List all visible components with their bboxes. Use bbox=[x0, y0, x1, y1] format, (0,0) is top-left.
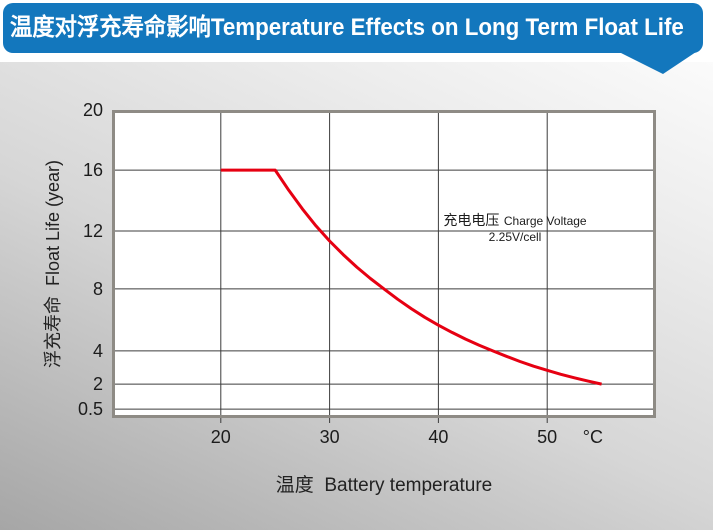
y-tick-label: 12 bbox=[82, 221, 103, 242]
y-tick-label: 20 bbox=[82, 100, 103, 120]
y-axis-title: 浮充寿命 Float Life (year) bbox=[43, 159, 63, 369]
x-tick-label: 40 bbox=[428, 427, 449, 447]
plot-area bbox=[112, 110, 656, 423]
x-tick-marks bbox=[220, 418, 548, 423]
x-tick-label: 50 bbox=[537, 427, 558, 447]
x-tick-label: 30 bbox=[319, 427, 340, 447]
x-tick-label: 20 bbox=[210, 427, 231, 447]
page-title: 温度对浮充寿命影响Temperature Effects on Long Ter… bbox=[10, 14, 684, 41]
charge-voltage-value: 2.25V/cell bbox=[488, 230, 542, 245]
title-banner: 温度对浮充寿命影响Temperature Effects on Long Ter… bbox=[3, 3, 703, 53]
plot-border bbox=[112, 110, 656, 418]
plot-background bbox=[112, 110, 656, 418]
y-tick-label: 8 bbox=[92, 278, 103, 299]
x-axis-unit-label: °C bbox=[582, 427, 603, 447]
float-life-curve bbox=[220, 168, 602, 386]
charge-voltage-annotation: 充电电压 Charge Voltage 2.25V/cell bbox=[385, 212, 645, 245]
y-tick-label: 16 bbox=[82, 160, 103, 181]
charge-voltage-label-en: Charge Voltage bbox=[503, 214, 587, 228]
y-tick-label: 4 bbox=[92, 340, 103, 361]
y-tick-label: 2 bbox=[92, 374, 103, 395]
charge-voltage-label-cjk: 充电电压 bbox=[443, 212, 500, 228]
banner-tail-icon bbox=[619, 52, 696, 74]
y-tick-label: 0.5 bbox=[77, 399, 103, 420]
x-axis-title: 温度 Battery temperature bbox=[275, 475, 493, 496]
